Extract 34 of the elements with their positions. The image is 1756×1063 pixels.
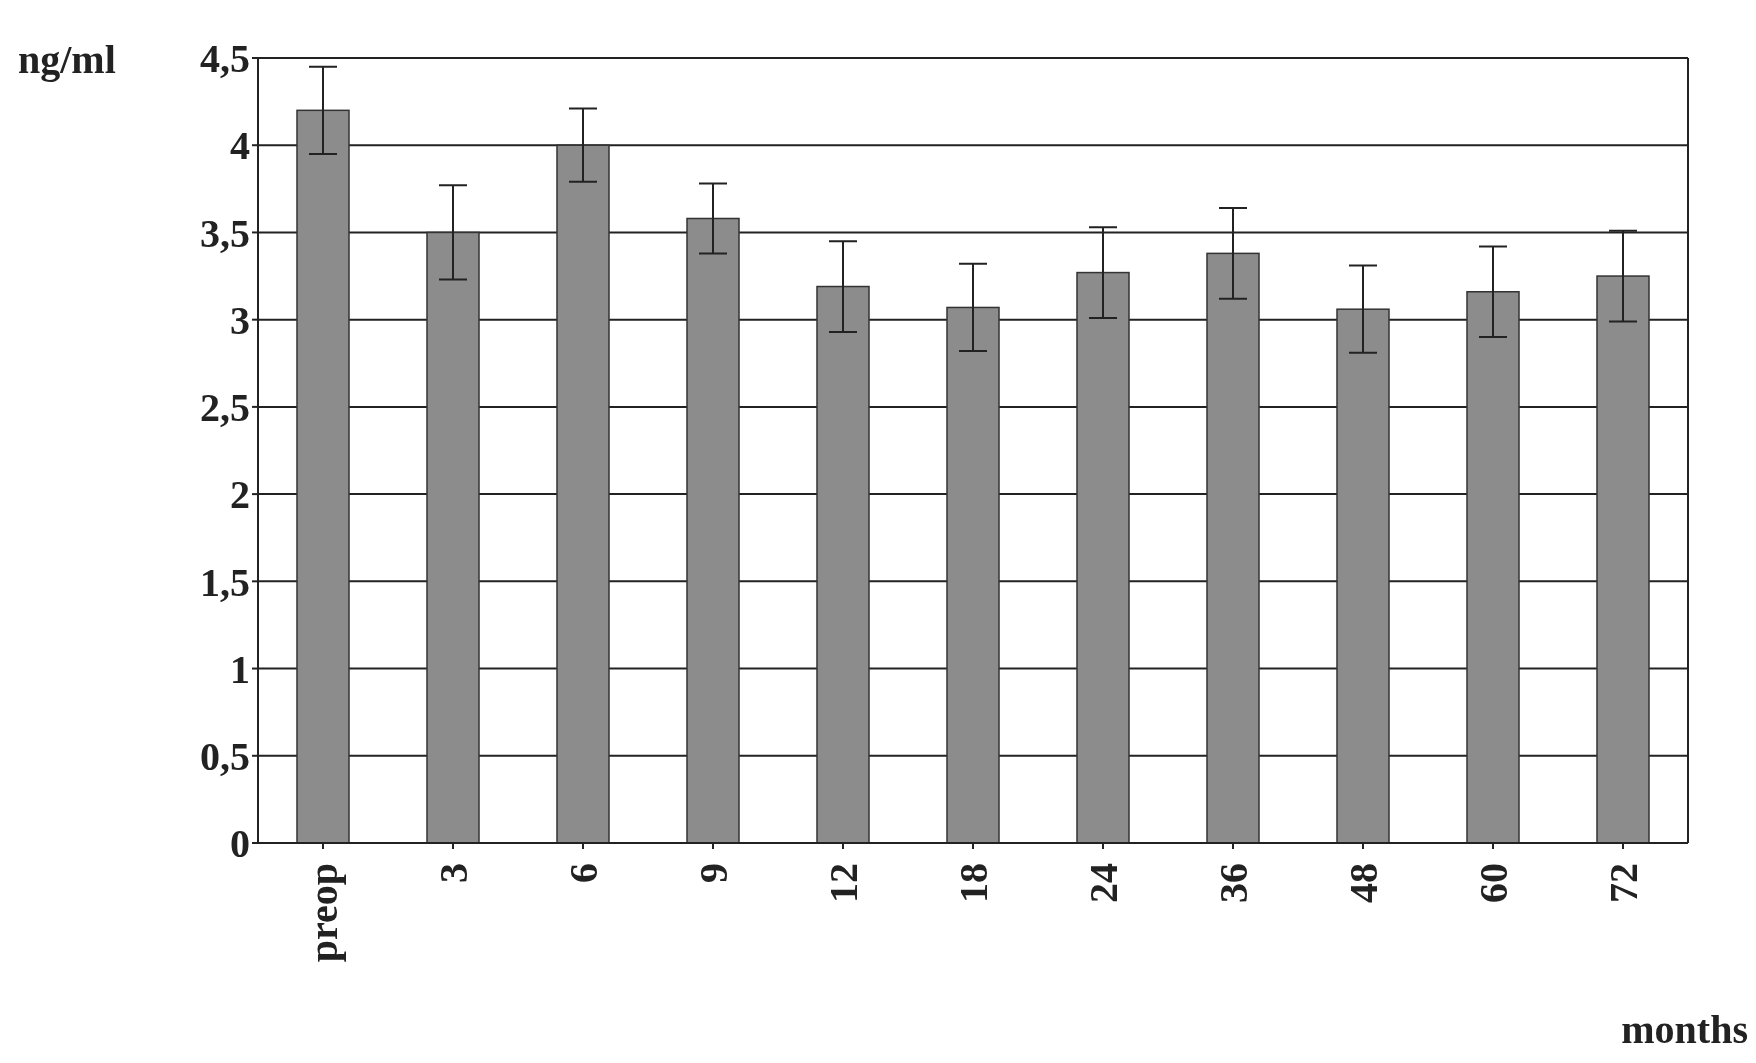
bar: [426, 231, 480, 843]
y-tick-label: 3,5: [200, 210, 250, 256]
x-tick-label: preop: [300, 863, 346, 963]
bar: [946, 306, 1000, 843]
bar: [1466, 291, 1520, 843]
x-tick-label: 6: [560, 863, 606, 883]
x-tick-label: 3: [430, 863, 476, 883]
x-tick-label: 9: [690, 863, 736, 883]
x-tick-label: 36: [1210, 863, 1256, 903]
y-tick-label: 0,5: [200, 733, 250, 779]
y-axis-title: ng/ml: [18, 36, 116, 83]
x-tick-label: 12: [820, 863, 866, 903]
y-tick-label: 2,5: [200, 385, 250, 431]
y-tick-label: 1,5: [200, 559, 250, 605]
bar: [1596, 275, 1650, 843]
y-tick-label: 4: [230, 123, 250, 169]
x-tick-label: 48: [1340, 863, 1386, 903]
x-tick-label: 60: [1470, 863, 1516, 903]
y-tick-label: 3: [230, 297, 250, 343]
bar: [296, 109, 350, 843]
x-tick-label: 72: [1600, 863, 1646, 903]
bar: [816, 285, 870, 843]
y-tick-label: 2: [230, 472, 250, 518]
bar: [686, 217, 740, 843]
x-tick-label: 24: [1080, 863, 1126, 903]
y-tick-label: 4,5: [200, 36, 250, 82]
x-tick-label: 18: [950, 863, 996, 903]
bar: [556, 144, 610, 843]
bar: [1336, 308, 1390, 843]
bar: [1206, 252, 1260, 843]
x-axis-title: months: [1621, 1006, 1748, 1053]
y-tick-label: 1: [230, 646, 250, 692]
y-tick-label: 0: [230, 821, 250, 867]
bar: [1076, 271, 1130, 843]
